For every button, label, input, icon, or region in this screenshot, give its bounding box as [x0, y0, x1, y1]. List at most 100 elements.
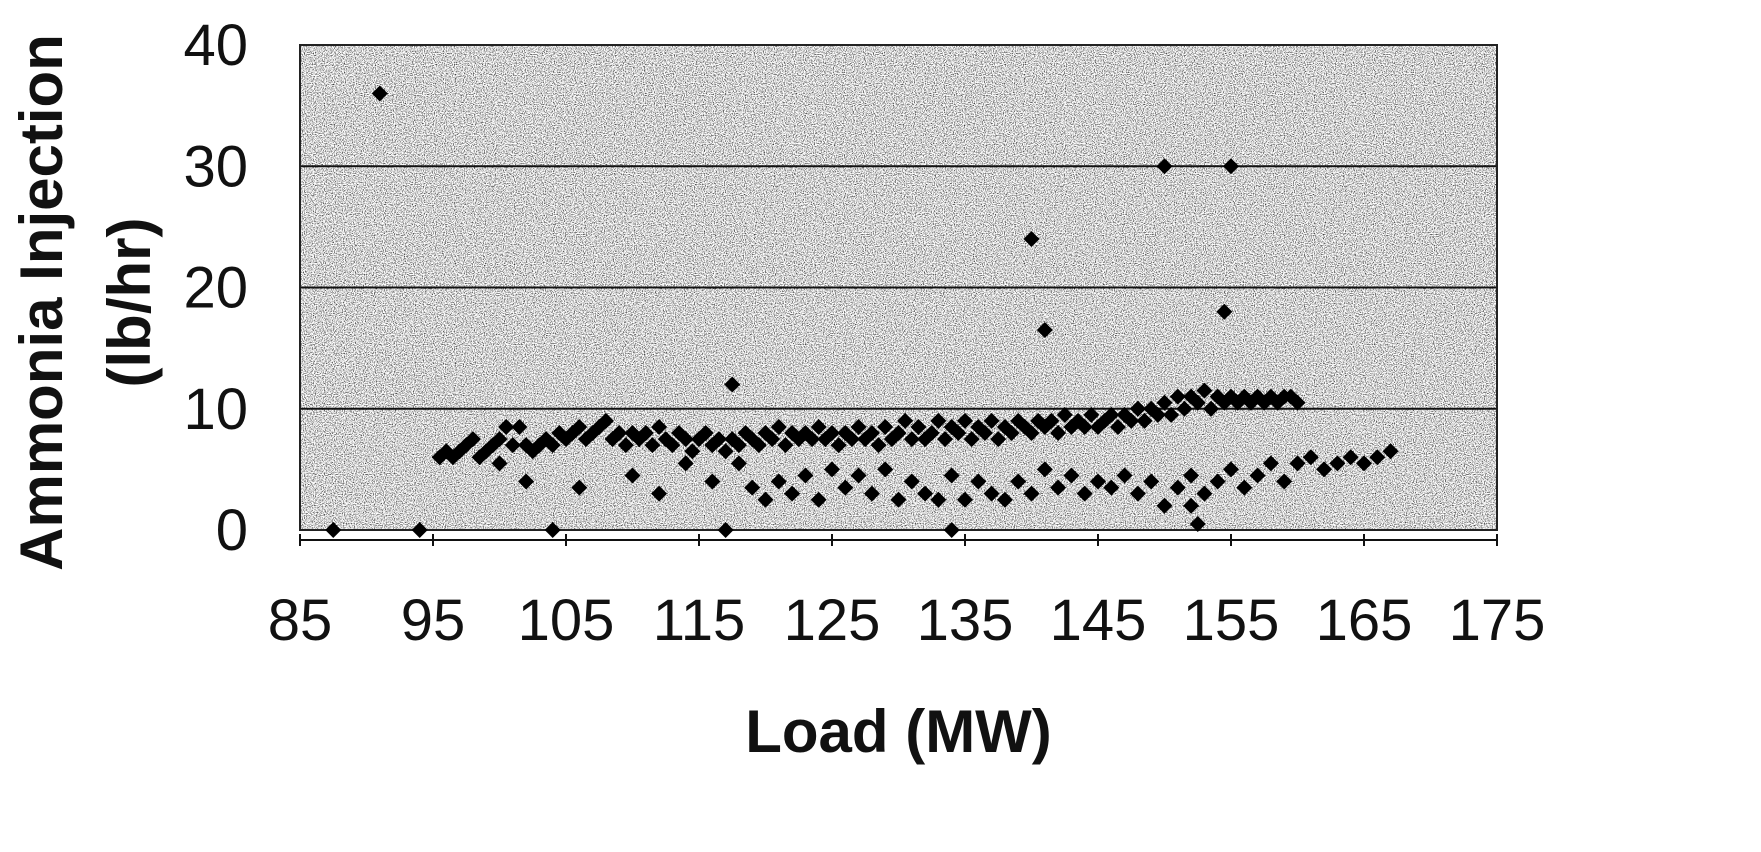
data-point — [830, 437, 847, 454]
data-point — [511, 418, 528, 435]
data-point — [957, 412, 973, 429]
data-point — [1163, 406, 1180, 423]
data-point — [757, 491, 774, 508]
data-point — [824, 461, 840, 478]
data-point — [624, 467, 641, 484]
data-point — [910, 418, 927, 435]
data-point — [784, 485, 801, 502]
x-axis-title: Load (MW) — [745, 698, 1052, 765]
data-point — [810, 491, 827, 508]
data-point — [824, 425, 840, 441]
data-point — [1050, 479, 1067, 496]
plot-border — [299, 44, 1498, 531]
data-point — [1116, 467, 1133, 484]
data-point — [937, 431, 954, 448]
data-point — [996, 491, 1013, 508]
data-point — [1316, 461, 1333, 478]
plot-area — [299, 44, 1498, 538]
data-point — [730, 455, 747, 472]
data-point — [1076, 485, 1093, 502]
data-point — [1356, 455, 1372, 472]
x-tick-label: 145 — [1050, 588, 1147, 653]
data-point — [777, 437, 794, 454]
data-point — [1103, 479, 1120, 496]
data-point — [770, 418, 787, 435]
x-tick-label: 155 — [1183, 588, 1280, 653]
data-point — [464, 431, 481, 448]
data-point — [1010, 473, 1027, 490]
data-point — [957, 491, 973, 508]
data-point — [1023, 425, 1040, 441]
data-point — [837, 479, 854, 496]
data-point — [717, 443, 734, 460]
data-point — [544, 437, 561, 454]
x-tick-label: 95 — [401, 588, 466, 653]
data-point — [1223, 461, 1239, 478]
data-point — [1136, 412, 1153, 429]
data-point — [730, 437, 747, 454]
data-point — [684, 443, 701, 460]
data-point — [644, 437, 661, 454]
data-point — [411, 522, 428, 538]
y-axis: 0 10 20 30 40 — [183, 13, 248, 563]
y-tick-label: 10 — [183, 377, 248, 442]
y-tick-label: 30 — [183, 134, 248, 199]
x-tick-label: 135 — [917, 588, 1014, 653]
data-point — [870, 437, 887, 454]
data-point — [897, 412, 914, 429]
x-tick-label: 165 — [1316, 588, 1413, 653]
data-point — [1056, 406, 1073, 423]
data-point — [1302, 449, 1319, 466]
data-point — [1156, 497, 1173, 514]
data-point — [890, 425, 907, 441]
data-point — [651, 485, 668, 502]
x-tick-label: 105 — [518, 588, 615, 653]
x-tick-label: 125 — [784, 588, 881, 653]
data-point — [943, 467, 960, 484]
data-point — [664, 437, 681, 454]
data-point — [1129, 485, 1146, 502]
y-axis-title-line-2: (lb/hr) — [96, 218, 163, 388]
data-point — [1003, 425, 1020, 441]
data-point — [770, 473, 787, 490]
data-point — [1262, 455, 1279, 472]
data-point — [804, 431, 821, 448]
data-point — [498, 418, 515, 435]
data-point — [976, 425, 993, 441]
y-axis-title-line-1: Ammonia Injection — [8, 34, 75, 571]
data-point — [1382, 443, 1399, 460]
data-point — [1036, 321, 1053, 338]
x-tick-label: 175 — [1449, 588, 1546, 653]
y-axis-ticks: 0 10 20 30 40 — [183, 13, 248, 563]
data-point — [903, 473, 920, 490]
data-point — [371, 85, 388, 102]
data-point — [764, 431, 781, 448]
data-point — [923, 425, 940, 441]
data-point — [1176, 400, 1193, 417]
y-tick-label: 40 — [183, 13, 248, 78]
data-point — [1063, 467, 1080, 484]
x-tick-label: 115 — [653, 588, 745, 653]
data-point — [704, 473, 721, 490]
data-point — [325, 522, 342, 538]
data-point — [1183, 497, 1200, 514]
data-point — [843, 431, 860, 448]
data-point — [1090, 473, 1106, 490]
data-point — [1169, 388, 1186, 405]
data-point — [1236, 479, 1253, 496]
data-point — [1216, 303, 1233, 320]
data-point — [917, 485, 934, 502]
data-point — [1156, 394, 1173, 411]
data-point — [1196, 382, 1213, 399]
data-point — [797, 467, 814, 484]
data-point — [617, 437, 634, 454]
data-point — [571, 479, 588, 496]
x-axis-ticks: 85 95 105 115 125 135 145 155 165 175 — [268, 534, 1546, 653]
data-point — [1143, 473, 1160, 490]
data-point — [1050, 425, 1067, 441]
data-point — [651, 418, 668, 435]
data-point — [637, 425, 654, 441]
data-point — [810, 418, 827, 435]
x-axis: 85 95 105 115 125 135 145 155 165 175 — [268, 534, 1546, 653]
